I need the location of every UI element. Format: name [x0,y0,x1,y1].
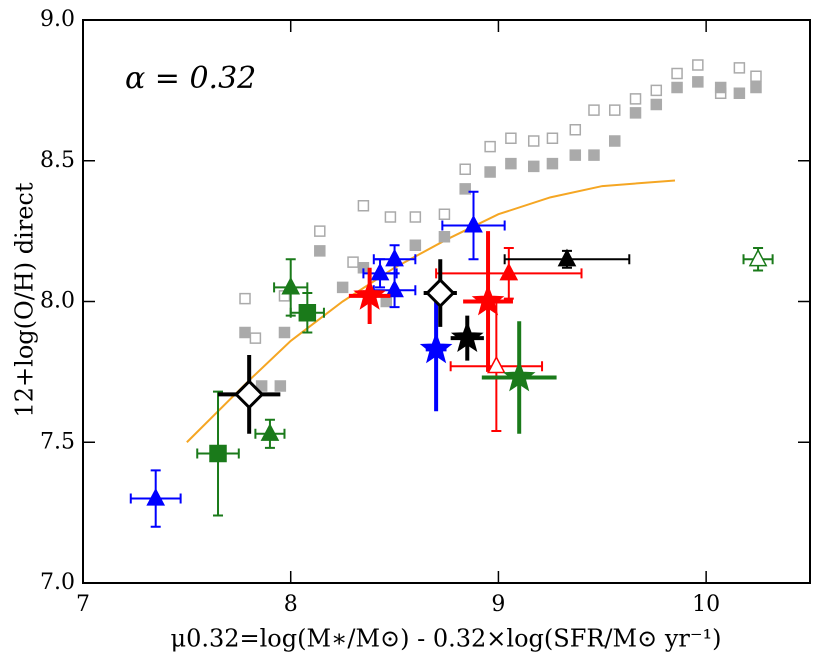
point [650,84,663,97]
point [385,248,404,267]
point [733,87,746,99]
point [499,262,519,281]
y-tick-label: 7.0 [40,570,75,595]
point [487,355,506,374]
point [370,262,390,281]
point [419,332,453,364]
point [146,487,166,506]
point [384,211,397,223]
point [209,444,227,463]
point [438,208,451,220]
point [260,423,280,441]
plot-frame [82,19,811,584]
point [650,98,663,111]
point [380,295,393,308]
point [471,284,505,316]
point [484,166,496,178]
y-tick-label: 8.0 [40,289,75,314]
point [249,332,262,344]
model-line [186,179,676,443]
point [281,276,301,295]
y-axis-label: 12+log(O/H) direct [11,182,39,417]
point [588,104,600,116]
point [278,326,291,339]
annotation: α = 0.32 [125,61,256,96]
point [505,157,517,170]
point [459,163,471,175]
y-tick-label: 9.0 [40,7,75,32]
point [438,231,451,243]
point [748,248,768,267]
x-axis-label: μ0.32=log(M∗/M⊙) - 0.32×log(SFR/M⊙ yr⁻¹) [170,625,721,653]
point [347,256,359,268]
point [425,277,456,309]
point [464,214,483,233]
point [750,70,762,83]
point [527,160,540,173]
point [239,292,251,305]
point [588,149,600,161]
x-tick-label: 10 [692,592,720,617]
point [546,132,559,144]
point [608,104,621,116]
x-tick-label: 8 [284,592,298,617]
point [692,59,704,71]
point [336,281,349,294]
point [569,149,582,161]
point [733,62,746,74]
point [557,248,577,267]
point [459,183,471,195]
point [298,304,317,322]
point [353,278,386,310]
point [527,135,540,147]
point [314,225,326,237]
point [505,132,517,144]
point [608,135,621,147]
point [357,200,370,212]
point [409,211,422,223]
point [502,360,536,392]
point [629,93,642,105]
point [671,81,683,94]
point [274,380,287,392]
y-tick-label: 8.5 [40,148,75,173]
point [546,157,559,170]
point [409,239,422,251]
x-tick-label: 9 [491,592,505,617]
point [484,140,496,153]
point [450,320,484,352]
point [314,245,326,257]
point [671,67,683,80]
point [385,279,404,298]
point [692,76,704,88]
point [234,379,265,410]
x-tick-label: 7 [76,592,90,617]
point [714,81,727,94]
point [569,124,582,136]
point [239,326,251,339]
point [629,107,642,119]
y-tick-label: 7.5 [40,429,75,454]
point [750,81,762,94]
